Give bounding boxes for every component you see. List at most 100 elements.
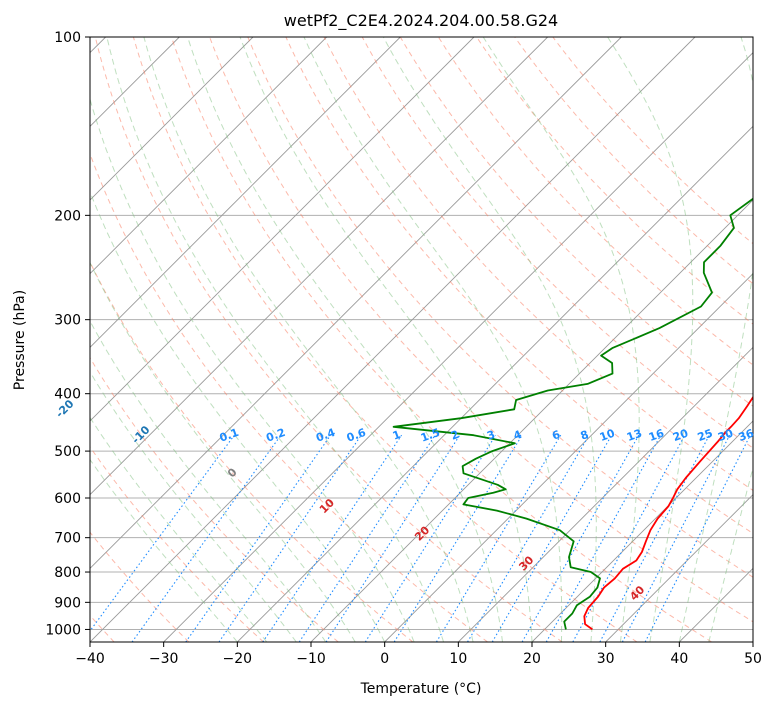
isotherm-line [605,494,753,642]
mixing-ratio-label: 1 [391,428,403,443]
isotherm-line [90,37,548,496]
x-tick-label: −10 [296,651,326,667]
dry-adiabat-line [90,260,414,642]
x-tick-label: −40 [75,651,105,667]
temperature-profile-line [583,395,753,631]
y-tick-label: 100 [54,30,81,46]
x-tick-label: 20 [523,651,541,667]
mixing-ratio-label: 25 [696,427,715,444]
mixing-ratio-label: 4 [512,428,524,443]
moist-adiabat-line [708,466,753,642]
isotherm-line [752,641,753,642]
isotherm-line [384,273,753,642]
isotherm-line [90,37,327,275]
mixing-ratio-line [644,434,751,642]
dry-adiabat-label: 40 [627,583,647,603]
mixing-ratio-line [599,434,710,642]
mixing-ratio-label: 0.2 [264,426,287,445]
isotherm-line [679,567,753,642]
isotherm-line [163,52,753,642]
isotherm-line [90,37,696,642]
chart-title: wetPf2_C2E4.2024.204.00.58.G24 [284,11,558,31]
isotherm-line [531,420,753,642]
y-tick-label: 300 [54,313,81,329]
mixing-ratio-label: 3 [485,428,497,443]
dry-adiabat-line [90,152,488,642]
dry-adiabat-line [437,37,753,366]
moist-adiabat-line [90,97,415,642]
moist-adiabat-line [90,261,356,642]
mixing-ratio-label: 6 [550,428,562,443]
y-tick-label: 700 [54,531,81,547]
dry-adiabat-line [90,531,190,642]
y-tick-label: 900 [54,595,81,611]
x-tick-label: 30 [597,651,615,667]
x-axis: −40 −30 −20 −10 0 10 20 30 40 50 [75,642,762,667]
x-tick-label: −30 [149,651,179,667]
isotherm-line [90,37,401,348]
y-tick-label: 600 [54,491,81,507]
dry-adiabat-line [132,37,638,642]
mixing-ratio-line [364,434,497,642]
y-tick-label: 800 [54,565,81,581]
mixing-ratio-label: 30 [716,426,735,444]
plot-area [90,37,753,642]
dry-adiabat-line [361,37,753,449]
x-tick-label: 40 [670,651,688,667]
mixing-ratio-line [545,434,662,642]
dewpoint-profile-line [392,197,753,630]
moist-adiabat-line [187,37,503,642]
mixing-ratio-label: 36 [737,426,756,444]
mixing-ratio-line [325,434,461,642]
x-axis-label: Temperature (°C) [360,681,482,697]
x-tick-label: 0 [380,651,389,667]
moist-adiabat-line [607,37,694,642]
dry-adiabat-line [90,356,339,642]
moist-adiabat-line [90,190,386,642]
dry-adiabat-label: 20 [412,523,432,543]
mixing-ratio-label: 10 [598,426,617,444]
mixing-ratio-line [90,434,235,632]
x-tick-label: 50 [744,651,762,667]
mixing-ratio-label: 1.5 [419,426,442,445]
moist-adiabat-line [482,37,640,642]
isotherm-line [90,37,475,422]
mixing-ratio-label: 0.6 [345,426,368,445]
dry-adiabat-line [209,37,753,623]
isotherm-line [90,37,622,569]
moist-adiabat-line [106,37,445,642]
x-tick-label: 10 [449,651,467,667]
mixing-ratio-label: 16 [647,426,666,444]
isotherm-line [90,37,254,201]
mixing-ratio-label: 20 [671,426,690,444]
x-tick-label: −20 [223,651,253,667]
mixing-ratio-line [131,434,282,642]
dry-adiabat-line [247,37,753,578]
moist-adiabat-line [90,370,297,642]
mixing-ratio-line [218,434,362,642]
mixing-ratio-line [621,434,731,642]
mixing-ratio-line [393,434,523,642]
mixing-ratio-line [298,434,436,642]
moist-adiabat-line [90,320,327,642]
moist-adiabat-line [678,37,753,642]
dry-adiabat-line [552,37,753,245]
dry-adiabat-line [94,37,563,642]
mixing-ratio-line [435,434,562,642]
y-tick-label: 200 [54,208,81,224]
dry-adiabat-label: 30 [516,553,536,573]
dry-adiabat-line [399,37,753,407]
mixing-ratio-label: 0.1 [218,426,241,445]
isotherm-line [458,346,753,642]
y-tick-label: 500 [54,444,81,460]
moist-adiabat-line [382,37,597,642]
isotherm-line [237,125,753,642]
y-tick-label: 1000 [45,622,81,638]
dry-adiabat-line [514,37,753,285]
mixing-ratio-label: 13 [625,427,644,444]
dry-adiabat-label: -30 [0,368,4,391]
dry-adiabat-line [90,446,264,642]
mixing-ratio-label: 8 [579,428,591,443]
moist-adiabat-line [90,458,238,642]
